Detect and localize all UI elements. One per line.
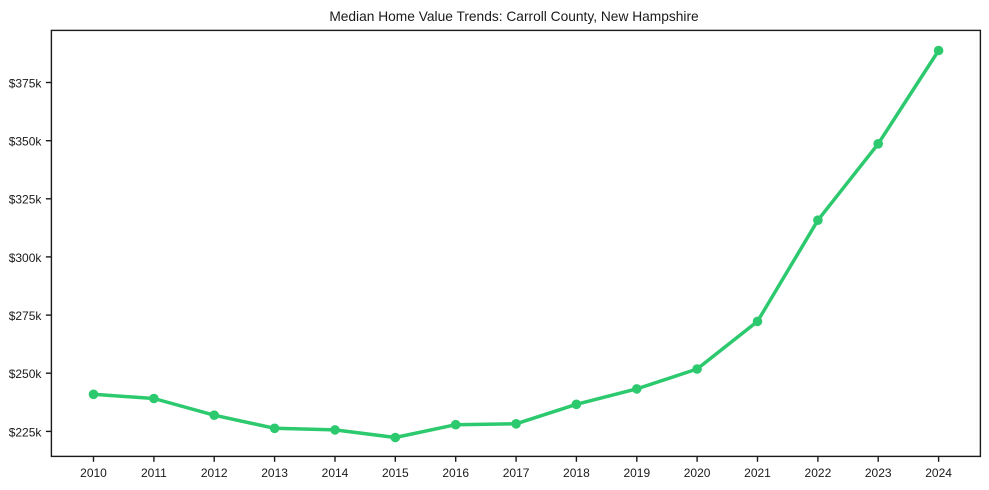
svg-text:2022: 2022 xyxy=(805,466,832,480)
svg-text:2015: 2015 xyxy=(382,466,409,480)
svg-text:2019: 2019 xyxy=(623,466,650,480)
svg-text:$375k: $375k xyxy=(9,76,43,90)
svg-text:$300k: $300k xyxy=(9,251,43,265)
svg-text:$225k: $225k xyxy=(9,425,43,439)
svg-text:2024: 2024 xyxy=(925,466,952,480)
svg-text:$325k: $325k xyxy=(9,193,43,207)
svg-text:2017: 2017 xyxy=(503,466,530,480)
svg-text:$350k: $350k xyxy=(9,135,43,149)
svg-text:$275k: $275k xyxy=(9,309,43,323)
svg-text:$250k: $250k xyxy=(9,367,43,381)
svg-text:2010: 2010 xyxy=(80,466,107,480)
svg-text:Median Home Value Trends: Carr: Median Home Value Trends: Carroll County… xyxy=(329,9,699,24)
svg-text:2012: 2012 xyxy=(201,466,228,480)
svg-text:2011: 2011 xyxy=(141,466,167,480)
svg-text:2018: 2018 xyxy=(563,466,590,480)
svg-text:2023: 2023 xyxy=(865,466,892,480)
svg-text:2014: 2014 xyxy=(322,466,349,480)
svg-text:2016: 2016 xyxy=(442,466,469,480)
svg-text:2013: 2013 xyxy=(261,466,288,480)
svg-text:2021: 2021 xyxy=(744,466,771,480)
svg-text:2020: 2020 xyxy=(684,466,711,480)
